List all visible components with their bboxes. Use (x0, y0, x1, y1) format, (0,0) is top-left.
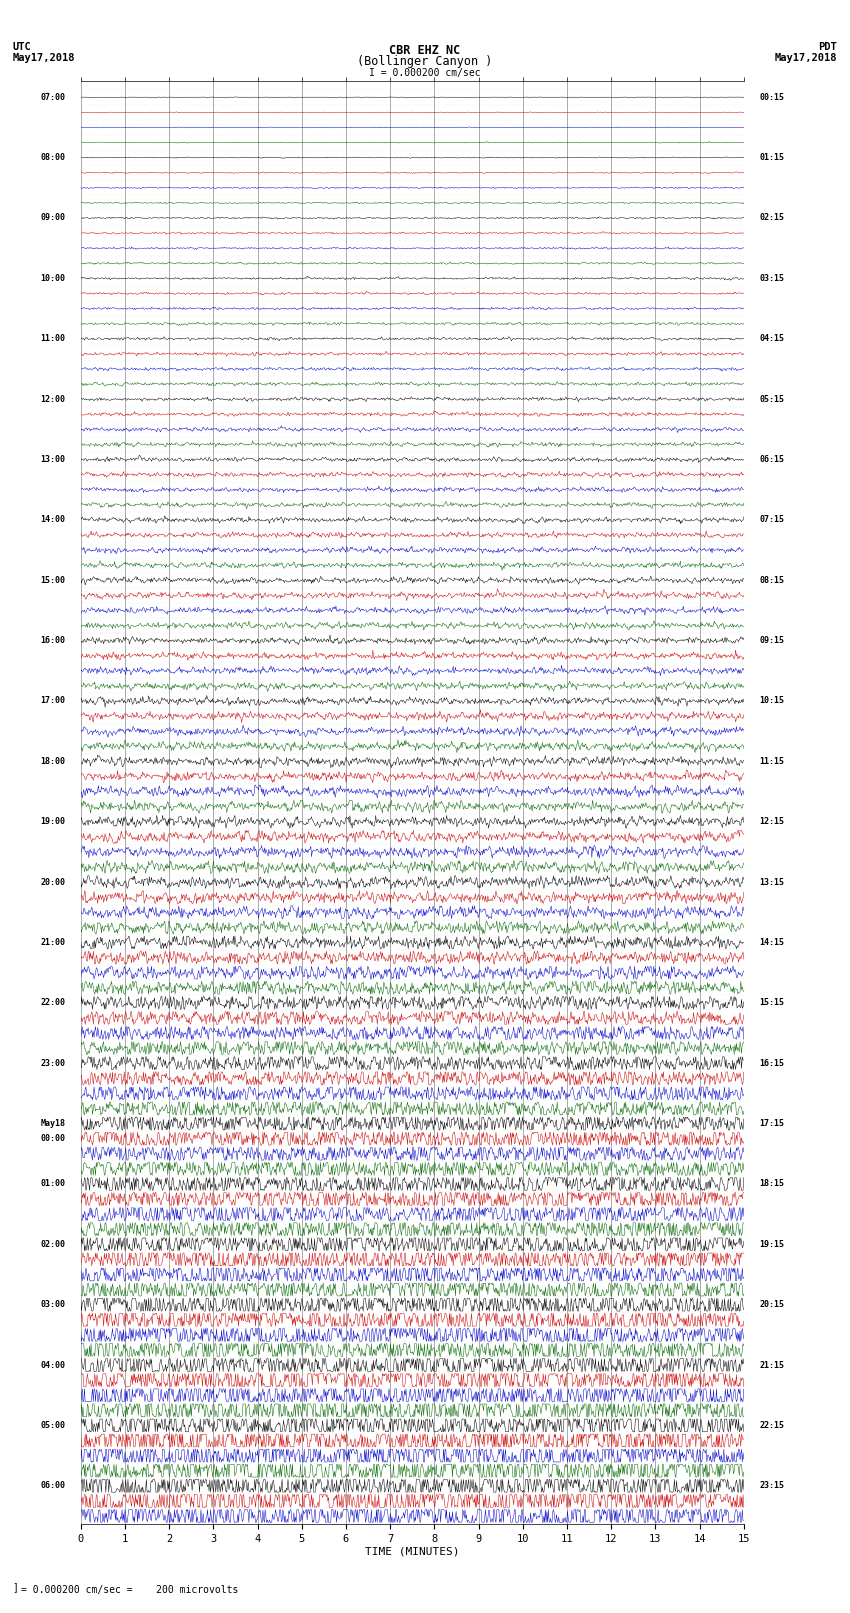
Text: 23:15: 23:15 (759, 1481, 785, 1490)
Text: 18:15: 18:15 (759, 1179, 785, 1189)
Text: 18:00: 18:00 (40, 756, 65, 766)
Text: 20:00: 20:00 (40, 877, 65, 887)
Text: PDT: PDT (819, 42, 837, 52)
Text: 04:00: 04:00 (40, 1360, 65, 1369)
Text: 15:00: 15:00 (40, 576, 65, 586)
Text: UTC: UTC (13, 42, 31, 52)
Text: 00:00: 00:00 (40, 1134, 65, 1144)
Text: 07:00: 07:00 (40, 94, 65, 102)
Text: 16:00: 16:00 (40, 636, 65, 645)
Text: 12:15: 12:15 (759, 818, 785, 826)
Text: 11:15: 11:15 (759, 756, 785, 766)
Text: 19:00: 19:00 (40, 818, 65, 826)
Text: 06:00: 06:00 (40, 1481, 65, 1490)
Text: 10:00: 10:00 (40, 274, 65, 282)
Text: 13:00: 13:00 (40, 455, 65, 465)
Text: (Bollinger Canyon ): (Bollinger Canyon ) (357, 55, 493, 68)
Text: 22:00: 22:00 (40, 998, 65, 1008)
Text: 21:00: 21:00 (40, 937, 65, 947)
Text: CBR EHZ NC: CBR EHZ NC (389, 44, 461, 56)
Text: May17,2018: May17,2018 (13, 53, 76, 63)
Text: 04:15: 04:15 (759, 334, 785, 344)
Text: 16:15: 16:15 (759, 1058, 785, 1068)
Text: 09:15: 09:15 (759, 636, 785, 645)
Text: 08:00: 08:00 (40, 153, 65, 163)
Text: 05:00: 05:00 (40, 1421, 65, 1431)
Text: ]: ] (12, 1582, 18, 1592)
Text: 01:15: 01:15 (759, 153, 785, 163)
Text: 19:15: 19:15 (759, 1240, 785, 1248)
Text: 12:00: 12:00 (40, 395, 65, 403)
Text: May18: May18 (40, 1119, 65, 1127)
X-axis label: TIME (MINUTES): TIME (MINUTES) (365, 1547, 460, 1557)
Text: 10:15: 10:15 (759, 697, 785, 705)
Text: 06:15: 06:15 (759, 455, 785, 465)
Text: 14:15: 14:15 (759, 937, 785, 947)
Text: 03:00: 03:00 (40, 1300, 65, 1310)
Text: I = 0.000200 cm/sec: I = 0.000200 cm/sec (369, 68, 481, 77)
Text: 11:00: 11:00 (40, 334, 65, 344)
Text: = 0.000200 cm/sec =    200 microvolts: = 0.000200 cm/sec = 200 microvolts (21, 1586, 239, 1595)
Text: May17,2018: May17,2018 (774, 53, 837, 63)
Text: 17:00: 17:00 (40, 697, 65, 705)
Text: 03:15: 03:15 (759, 274, 785, 282)
Text: 15:15: 15:15 (759, 998, 785, 1008)
Text: 14:00: 14:00 (40, 515, 65, 524)
Text: 22:15: 22:15 (759, 1421, 785, 1431)
Text: 02:00: 02:00 (40, 1240, 65, 1248)
Text: 01:00: 01:00 (40, 1179, 65, 1189)
Text: 23:00: 23:00 (40, 1058, 65, 1068)
Text: 07:15: 07:15 (759, 515, 785, 524)
Text: 09:00: 09:00 (40, 213, 65, 223)
Text: 13:15: 13:15 (759, 877, 785, 887)
Text: 02:15: 02:15 (759, 213, 785, 223)
Text: 00:15: 00:15 (759, 94, 785, 102)
Text: 17:15: 17:15 (759, 1119, 785, 1127)
Text: 20:15: 20:15 (759, 1300, 785, 1310)
Text: 08:15: 08:15 (759, 576, 785, 586)
Text: 05:15: 05:15 (759, 395, 785, 403)
Text: 21:15: 21:15 (759, 1360, 785, 1369)
